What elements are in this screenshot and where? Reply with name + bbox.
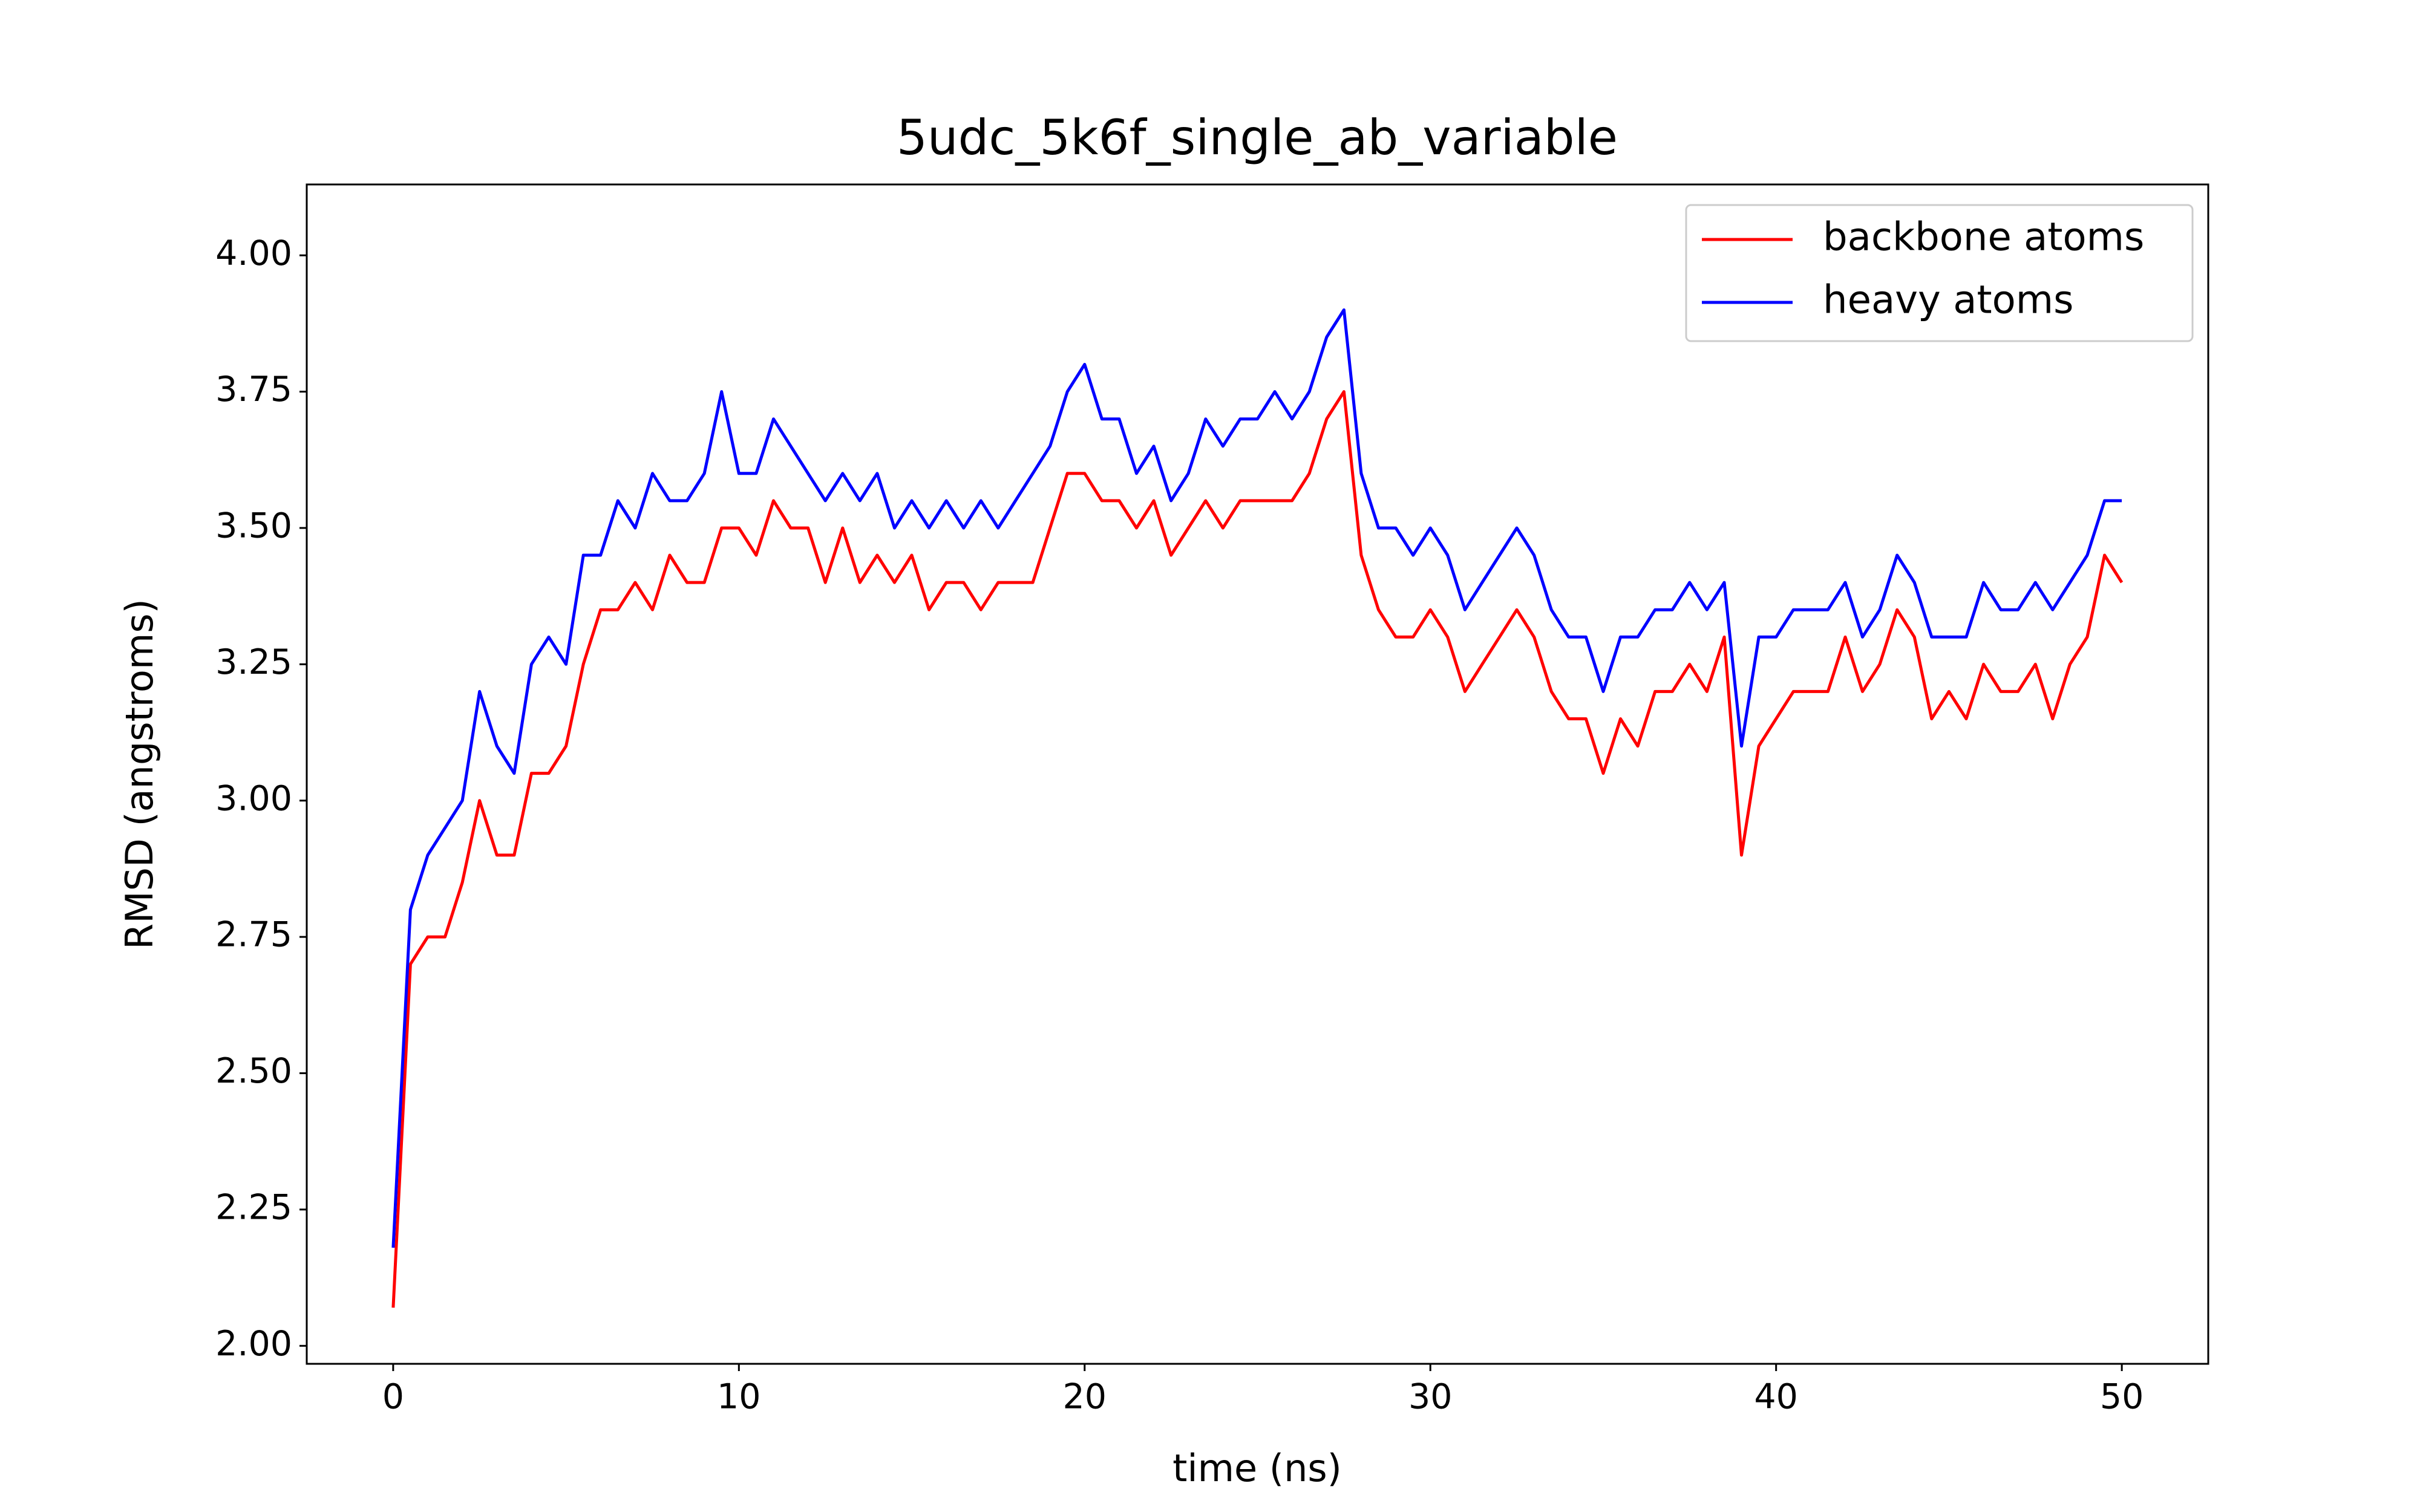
x-axis-label: time (ns) (1172, 1446, 1342, 1490)
y-tick-label: 3.25 (215, 642, 292, 682)
y-tick-label: 3.00 (215, 778, 292, 818)
legend-label: backbone atoms (1823, 215, 2144, 260)
chart-title: 5udc_5k6f_single_ab_variable (897, 109, 1618, 166)
plot-frame (306, 183, 2209, 1365)
x-tick-label: 20 (1063, 1377, 1107, 1417)
y-tick-label: 2.75 (215, 915, 292, 955)
x-tick-label: 30 (1408, 1377, 1453, 1417)
y-tick-label: 3.50 (215, 506, 292, 546)
legend-label: heavy atoms (1823, 278, 2073, 323)
x-tick-label: 40 (1754, 1377, 1798, 1417)
legend-box (1685, 204, 2194, 342)
x-tick-label: 50 (2100, 1377, 2144, 1417)
y-tick-label: 3.75 (215, 370, 292, 409)
y-tick-label: 2.25 (215, 1187, 292, 1227)
line-series (391, 390, 2124, 1308)
y-axis-label: RMSD (angstroms) (117, 599, 162, 950)
y-tick-label: 4.00 (215, 233, 292, 273)
x-tick-label: 0 (382, 1377, 404, 1417)
line-series (391, 308, 2122, 1248)
y-tick-label: 2.00 (215, 1324, 292, 1364)
y-tick-label: 2.50 (215, 1051, 292, 1091)
x-tick-label: 10 (717, 1377, 761, 1417)
